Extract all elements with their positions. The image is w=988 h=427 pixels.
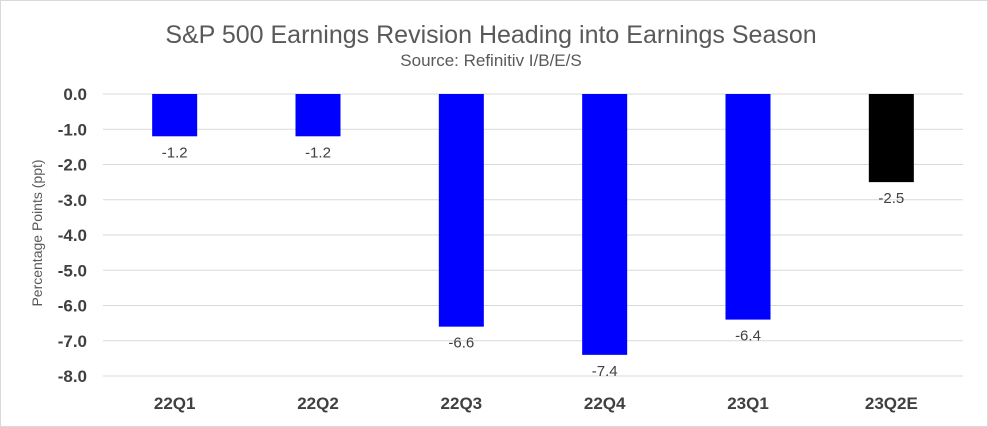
bar-22q1 [152, 94, 198, 137]
y-axis-ticks: 0.0 -1.0 -2.0 -3.0 -4.0 -5.0 -6.0 -7.0 -8.0 [58, 85, 87, 386]
x-axis-ticks: 22Q1 22Q2 22Q3 22Q4 23Q1 23Q2E [154, 394, 918, 413]
x-tick-label: 22Q4 [584, 394, 626, 413]
x-tick-label: 23Q1 [727, 394, 769, 413]
gridlines [103, 93, 963, 377]
data-label: -6.6 [448, 335, 474, 352]
bar-23q1 [725, 94, 771, 320]
y-tick-label: -8.0 [58, 367, 87, 386]
bar-22q4 [582, 94, 628, 355]
bar-22q2 [295, 94, 341, 137]
y-tick-label: -5.0 [58, 261, 87, 280]
chart-subtitle: Source: Refinitiv I/B/E/S [400, 51, 581, 70]
bar-23q2e [868, 94, 914, 183]
x-tick-label: 22Q1 [154, 394, 196, 413]
x-tick-label: 22Q2 [297, 394, 339, 413]
y-tick-label: -4.0 [58, 226, 87, 245]
y-tick-label: 0.0 [63, 85, 87, 104]
y-tick-label: -1.0 [58, 120, 87, 139]
data-label: -1.2 [305, 144, 331, 161]
data-label: -2.5 [878, 190, 904, 207]
chart-title: S&P 500 Earnings Revision Heading into E… [165, 21, 816, 49]
y-axis-label: Percentage Points (ppt) [29, 159, 45, 306]
y-tick-label: -3.0 [58, 191, 87, 210]
x-tick-label: 23Q2E [865, 394, 918, 413]
data-label: -1.2 [162, 144, 188, 161]
y-tick-label: -2.0 [58, 156, 87, 175]
y-tick-label: -7.0 [58, 332, 87, 351]
x-tick-label: 22Q3 [441, 394, 483, 413]
bars [152, 94, 914, 355]
data-label: -7.4 [592, 363, 618, 380]
data-labels: -1.2 -1.2 -6.6 -7.4 -6.4 -2.5 [162, 144, 905, 380]
y-tick-label: -6.0 [58, 297, 87, 316]
data-label: -6.4 [735, 328, 761, 345]
bar-22q3 [438, 94, 484, 327]
